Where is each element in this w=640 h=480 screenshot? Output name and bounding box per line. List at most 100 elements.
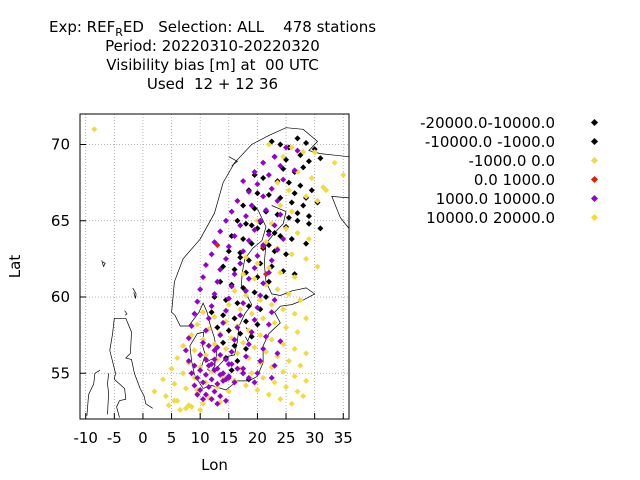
data-point [314, 263, 321, 270]
data-point [265, 191, 272, 198]
x-tick-label: 10 [191, 429, 210, 447]
data-point [228, 348, 235, 355]
data-point [174, 355, 181, 361]
data-point [260, 159, 267, 166]
data-point [240, 365, 247, 372]
data-point [277, 338, 284, 345]
data-point [291, 190, 298, 197]
data-point [240, 370, 247, 377]
data-point [194, 374, 201, 381]
data-point [182, 347, 189, 354]
coastline-path [205, 357, 216, 373]
coastline-path [114, 317, 153, 409]
data-point [242, 292, 249, 299]
data-point [240, 339, 247, 346]
data-point [260, 374, 267, 381]
data-point [260, 315, 267, 322]
chart-title-line-3: Visibility bias [m] at 00 UTC [106, 56, 319, 74]
data-point [265, 172, 272, 178]
data-point [211, 294, 218, 300]
data-point [220, 319, 227, 326]
data-point [151, 388, 158, 395]
data-point [214, 383, 221, 390]
x-tick-label: 0 [138, 429, 148, 447]
data-point [234, 350, 241, 357]
data-point [182, 405, 189, 412]
data-point [200, 379, 207, 386]
data-point [303, 350, 310, 357]
data-point [242, 318, 249, 325]
data-point [251, 168, 258, 175]
data-point [237, 330, 244, 337]
data-point [205, 342, 212, 349]
data-point [185, 335, 192, 342]
data-point [248, 310, 255, 317]
data-point [202, 391, 209, 398]
data-point [277, 396, 284, 403]
data-point [277, 211, 284, 218]
data-point [288, 236, 295, 243]
data-point [171, 397, 178, 404]
data-point [294, 217, 301, 224]
x-axis-ticks: -10 -5 0 5 10 15 20 25 30 35 [73, 413, 353, 447]
data-point [222, 345, 229, 352]
data-point [200, 309, 207, 316]
data-point [277, 202, 284, 209]
data-point [271, 379, 278, 386]
data-point [283, 144, 290, 151]
data-point [202, 261, 209, 268]
coastline-path [132, 287, 137, 299]
data-point [208, 376, 215, 383]
data-point [280, 176, 287, 183]
data-point [251, 275, 258, 282]
data-point [305, 158, 312, 165]
data-point [202, 356, 209, 363]
data-point [280, 236, 287, 243]
data-point [268, 185, 275, 192]
data-point [197, 387, 204, 394]
data-point [162, 393, 169, 400]
data-point [288, 144, 295, 151]
data-point [265, 321, 272, 328]
data-point [263, 333, 270, 340]
data-point [245, 188, 252, 195]
coastline-path [107, 373, 109, 415]
legend-diamond-icon [590, 194, 599, 203]
data-point [211, 239, 218, 246]
data-point [277, 141, 284, 148]
data-point [191, 347, 198, 354]
data-point [228, 283, 235, 290]
data-point [208, 396, 215, 403]
data-point [231, 379, 238, 386]
x-tick-label: 15 [219, 429, 238, 447]
legend-entry: 10000.0 20000.0 [380, 209, 625, 228]
data-point [208, 361, 215, 368]
data-point [242, 382, 249, 389]
data-point [314, 197, 321, 204]
legend-entry: 0.0 1000.0 [380, 171, 625, 190]
legend-diamond-icon [590, 156, 599, 165]
data-point [291, 274, 298, 281]
data-point [214, 400, 221, 407]
data-point [248, 202, 255, 209]
data-point [208, 309, 215, 316]
data-point [300, 393, 307, 400]
data-point [251, 344, 258, 351]
data-point [265, 231, 272, 238]
data-point [271, 222, 278, 229]
data-point [291, 167, 298, 174]
data-point [311, 149, 318, 156]
y-tick-label: 55 [51, 364, 70, 382]
data-point [234, 358, 241, 365]
data-point [191, 382, 198, 389]
data-point [231, 342, 238, 349]
data-point [200, 339, 207, 346]
data-point [222, 307, 229, 314]
data-point [288, 208, 295, 215]
data-point [251, 265, 258, 272]
data-point [274, 197, 281, 204]
data-point [248, 333, 255, 340]
data-point [214, 380, 221, 387]
data-point [251, 289, 258, 296]
data-point [340, 172, 347, 178]
